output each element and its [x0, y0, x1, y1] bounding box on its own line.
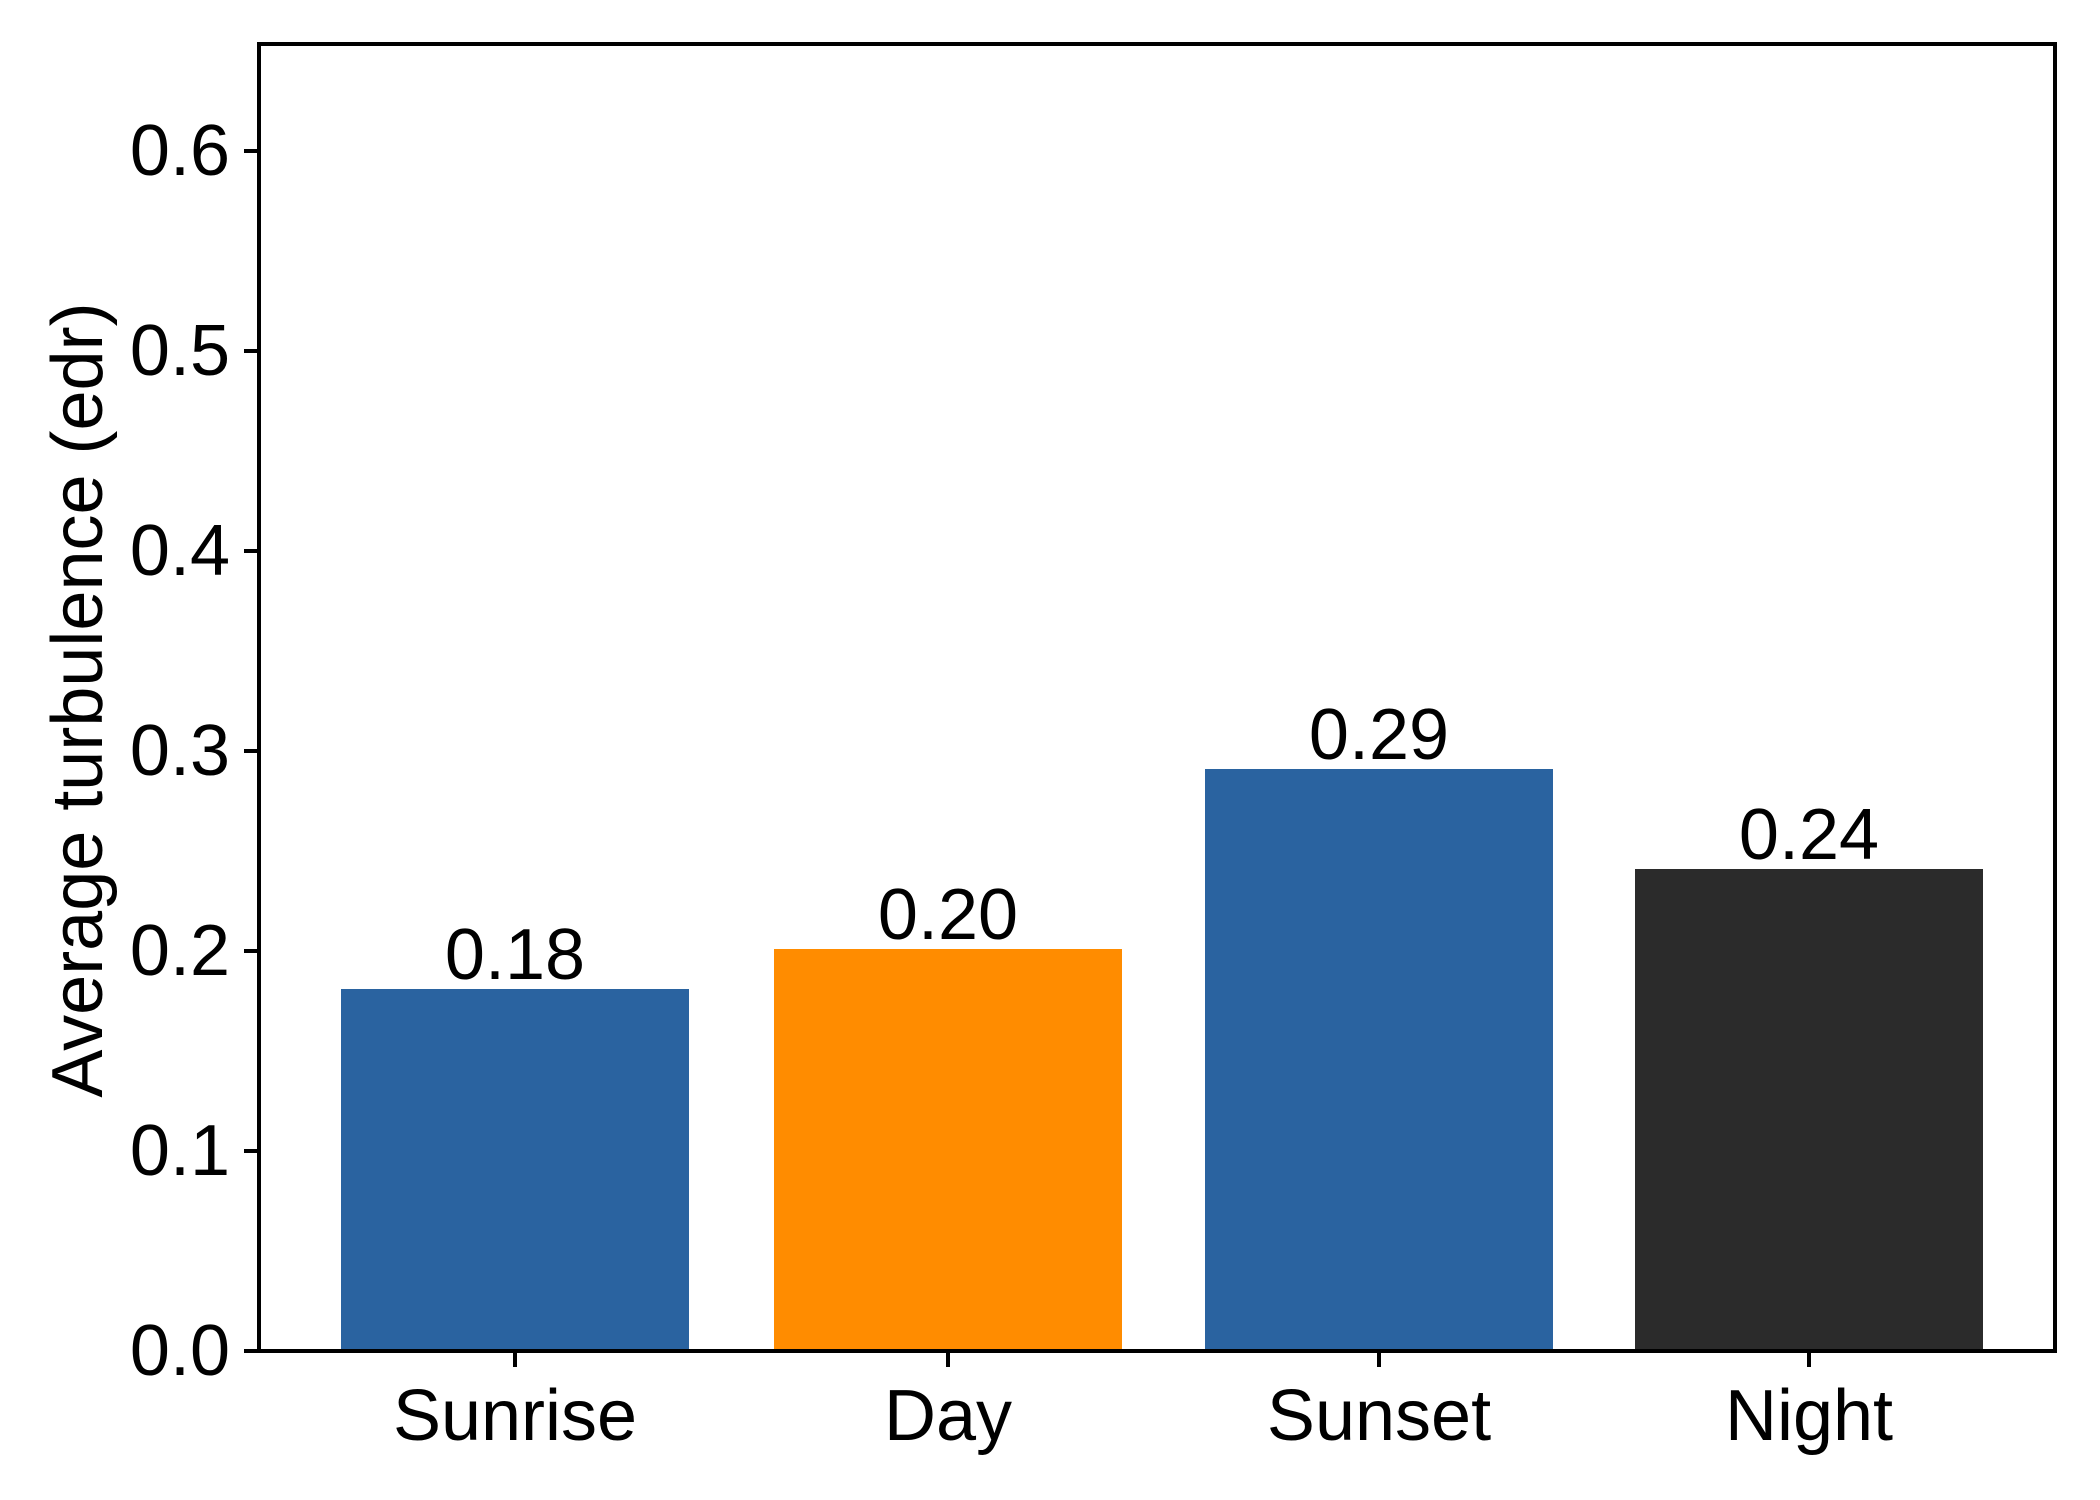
bar-night — [1635, 869, 1983, 1349]
bar-value-label: 0.29 — [1308, 695, 1450, 775]
y-tick-label: 0.0 — [129, 1311, 230, 1391]
bar-value-label: 0.18 — [444, 915, 586, 995]
plot-area: 0.18 0.20 0.29 0.24 — [257, 42, 2057, 1353]
y-tick-label: 0.3 — [129, 711, 230, 791]
bars-layer: 0.18 0.20 0.29 0.24 — [261, 46, 2053, 1349]
x-tick-label-night: Night — [1724, 1376, 1894, 1456]
y-tick-label: 0.6 — [129, 111, 230, 191]
y-tick-mark — [244, 349, 259, 353]
bar-value-label: 0.24 — [1738, 795, 1880, 875]
x-tick-label-day: Day — [883, 1376, 1013, 1456]
y-tick-mark — [244, 549, 259, 553]
y-tick-mark — [244, 1349, 259, 1353]
y-tick-label: 0.4 — [129, 511, 230, 591]
bar-sunset — [1205, 769, 1553, 1349]
bar-value-label: 0.20 — [877, 875, 1019, 955]
x-tick-label-sunset: Sunset — [1266, 1376, 1492, 1456]
y-tick-mark — [244, 1149, 259, 1153]
x-tick-label-sunrise: Sunrise — [392, 1376, 638, 1456]
bar-sunrise — [341, 989, 689, 1349]
x-tick-mark — [513, 1353, 517, 1367]
y-tick-label: 0.1 — [129, 1111, 230, 1191]
bar-day — [774, 949, 1122, 1349]
y-tick-mark — [244, 749, 259, 753]
x-tick-mark — [1377, 1353, 1381, 1367]
y-tick-mark — [244, 149, 259, 153]
x-tick-mark — [1807, 1353, 1811, 1367]
x-tick-mark — [946, 1353, 950, 1367]
y-tick-label: 0.5 — [129, 311, 230, 391]
y-tick-label: 0.2 — [129, 911, 230, 991]
y-tick-mark — [244, 949, 259, 953]
